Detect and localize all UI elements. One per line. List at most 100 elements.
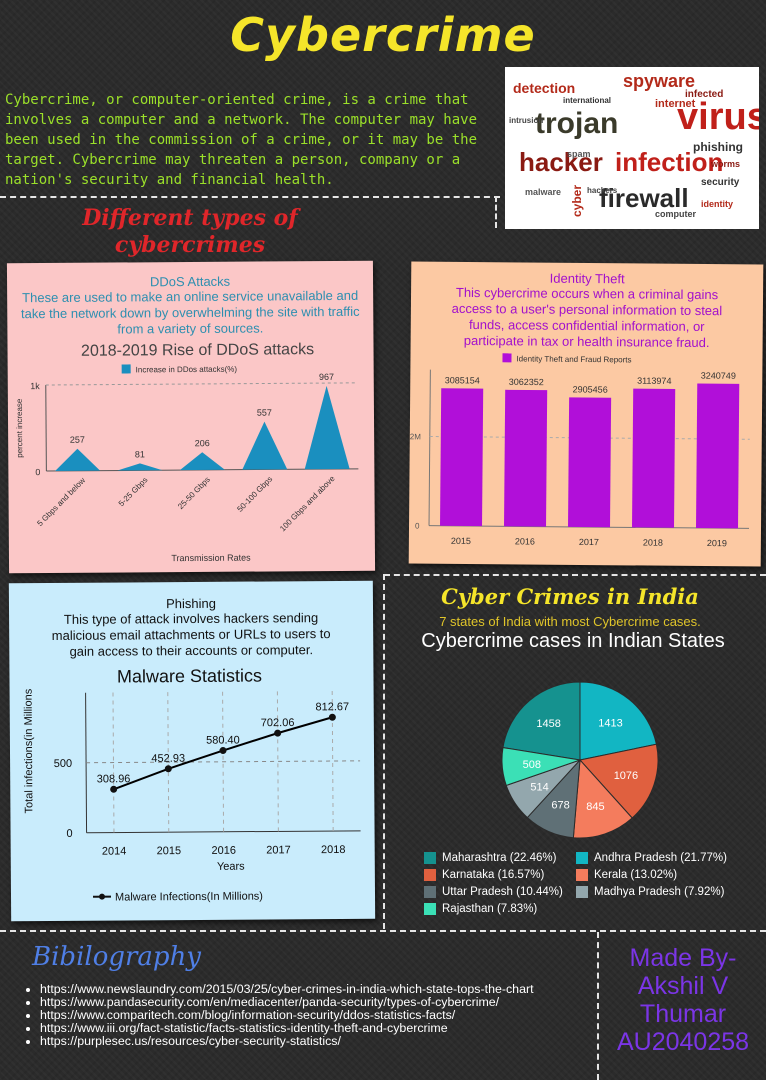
bar bbox=[440, 388, 484, 527]
x-tick-label: 5 Gbps and below bbox=[35, 476, 87, 528]
y-tick-label: 500 bbox=[54, 758, 72, 770]
data-label: 702.06 bbox=[261, 717, 295, 729]
y-tick-label: 0 bbox=[35, 467, 40, 477]
divider-middle bbox=[384, 574, 766, 576]
x-axis-label: Years bbox=[217, 861, 245, 873]
bar bbox=[696, 383, 740, 529]
pie-chart-title: Cybercrime cases in Indian States bbox=[421, 630, 725, 652]
x-tick-label: 2019 bbox=[707, 538, 727, 548]
made-by-line1: Made By- bbox=[629, 944, 737, 972]
x-tick-label: 2016 bbox=[515, 536, 535, 546]
legend-item: Karnataka (16.57%) bbox=[424, 869, 544, 881]
legend-label: Rajasthan (7.83%) bbox=[442, 903, 538, 915]
legend-label: Malware Infections(In Millions) bbox=[115, 891, 263, 904]
gridline bbox=[86, 760, 361, 764]
wordcloud-word: trojan bbox=[535, 107, 618, 140]
page-title: Cybercrime bbox=[230, 8, 536, 62]
made-by-line4: AU2040258 bbox=[616, 1028, 750, 1056]
data-label: 967 bbox=[319, 372, 334, 382]
slice-label: 845 bbox=[586, 801, 604, 813]
y-axis bbox=[45, 385, 47, 472]
malware-chart: Malware Statistics 0 500 Total infections(i… bbox=[23, 666, 361, 904]
intro-text: Cybercrime, or computer-oriented crime, … bbox=[5, 92, 478, 188]
bar bbox=[632, 388, 676, 528]
legend-swatch bbox=[576, 852, 588, 864]
legend-item: Andhra Pradesh (21.77%) bbox=[576, 852, 727, 864]
y-tick-label: 0 bbox=[415, 522, 420, 531]
wordcloud-word: hackers bbox=[587, 186, 618, 195]
x-tick-label: 100 Gbps and above bbox=[278, 474, 337, 534]
slice-label: 508 bbox=[523, 759, 541, 771]
area-peak bbox=[55, 448, 101, 471]
legend-label: Maharashtra (22.46%) bbox=[442, 852, 557, 864]
wordcloud-word: infection bbox=[615, 147, 723, 177]
pie-slice bbox=[502, 681, 581, 761]
slice-label: 1413 bbox=[598, 718, 622, 730]
data-label: 3113974 bbox=[637, 376, 671, 386]
slice-label: 678 bbox=[551, 799, 569, 811]
wordcloud-word: spyware bbox=[623, 71, 695, 91]
x-tick-label: 2016 bbox=[211, 845, 236, 857]
ddos-card: DDoS Attacks These are used to make an o… bbox=[6, 260, 376, 574]
divider-top-vertical bbox=[495, 196, 497, 228]
wordcloud-word: virus bbox=[677, 96, 759, 138]
legend-swatch bbox=[121, 364, 131, 374]
slice-label: 1458 bbox=[536, 718, 560, 730]
y-tick-label: 1k bbox=[30, 381, 40, 391]
wordcloud-word: infected bbox=[685, 89, 723, 100]
made-by: Made By- Akshil V Thumar AU2040258 bbox=[600, 944, 766, 1056]
bibliography-item[interactable]: https://www.pandasecurity.com/en/mediace… bbox=[40, 996, 610, 1009]
gridline bbox=[429, 435, 750, 440]
types-title-line1: Different types of bbox=[82, 205, 298, 231]
data-point bbox=[110, 785, 118, 793]
wordcloud-word: spam bbox=[567, 149, 591, 159]
data-point bbox=[219, 747, 227, 755]
ddos-chart: 2018-2019 Rise of DDoS attacks Increase i… bbox=[15, 341, 359, 563]
divider-top bbox=[0, 196, 500, 198]
legend-marker bbox=[99, 893, 106, 900]
legend-item: Uttar Pradesh (10.44%) bbox=[424, 886, 563, 898]
pie-slice bbox=[579, 743, 659, 819]
legend-swatch bbox=[576, 886, 588, 898]
wordcloud-word: computer bbox=[655, 209, 697, 219]
data-label: 3085154 bbox=[445, 375, 480, 385]
data-label: 452.93 bbox=[151, 753, 185, 765]
identity-theft-card: Identity Theft This cybercrime occurs wh… bbox=[408, 261, 764, 567]
phishing-description: This type of attack involves hackers sen… bbox=[51, 610, 331, 659]
y-tick-label: 2M bbox=[410, 432, 422, 441]
legend-item: Kerala (13.02%) bbox=[576, 869, 677, 881]
legend-label: Identity Theft and Fraud Reports bbox=[516, 354, 631, 364]
legend-label: Madhya Pradesh (7.92%) bbox=[594, 886, 725, 898]
types-section-title: Different types of cybercrimes bbox=[40, 205, 340, 259]
data-label: 557 bbox=[257, 408, 272, 418]
x-tick-label: 2017 bbox=[266, 844, 291, 856]
legend-swatch bbox=[424, 886, 436, 898]
x-tick-label: 2015 bbox=[157, 845, 182, 857]
slice-label: 514 bbox=[530, 782, 548, 794]
made-by-line3: Thumar bbox=[639, 1000, 727, 1028]
india-subtitle: 7 states of India with most Cybercrime c… bbox=[439, 614, 701, 629]
legend-swatch bbox=[576, 869, 588, 881]
data-label: 308.96 bbox=[97, 773, 131, 785]
bibliography-item[interactable]: https://www.newslaundry.com/2015/03/25/c… bbox=[40, 983, 610, 996]
bar bbox=[568, 397, 612, 528]
pie-slice bbox=[579, 681, 657, 761]
data-label: 812.67 bbox=[315, 701, 349, 713]
x-tick-label: 2015 bbox=[451, 536, 471, 546]
gridline bbox=[45, 382, 358, 386]
area-peak bbox=[117, 463, 163, 471]
data-label: 206 bbox=[195, 438, 210, 448]
identity-chart: Identity Theft and Fraud Reports 0 2M 30851… bbox=[410, 353, 750, 548]
x-tick-label: 50-100 Gbps bbox=[235, 475, 274, 514]
legend-item: Maharashtra (22.46%) bbox=[424, 852, 556, 864]
legend-swatch bbox=[424, 852, 436, 864]
bibliography-item[interactable]: https://purplesec.us/resources/cyber-sec… bbox=[40, 1035, 610, 1048]
y-tick-label: 0 bbox=[66, 828, 72, 840]
wordcloud-word: intrusion bbox=[509, 116, 543, 125]
bibliography-item[interactable]: https://www.iii.org/fact-statistic/facts… bbox=[40, 1022, 610, 1035]
bibliography-item[interactable]: https://www.comparitech.com/blog/informa… bbox=[40, 1009, 610, 1022]
wordcloud-image: detection spyware virus trojan hacker infecti… bbox=[505, 67, 766, 229]
x-tick-label: 2017 bbox=[579, 537, 599, 547]
area-peak bbox=[242, 421, 288, 470]
area-peak bbox=[304, 385, 350, 470]
